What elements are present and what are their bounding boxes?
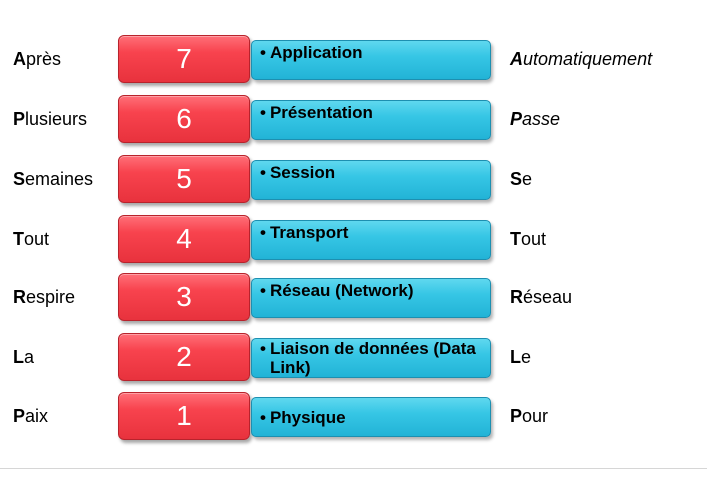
bottom-divider	[0, 468, 707, 469]
layer-name-box: • Présentation	[251, 100, 491, 140]
layer-number-box: 6	[118, 95, 250, 143]
layer-name: Présentation	[269, 103, 373, 122]
layer-name: Application	[269, 43, 363, 62]
layer-number-box: 1	[118, 392, 250, 440]
layer-name: Physique	[269, 407, 346, 427]
bullet: •	[260, 223, 266, 242]
layer-name-box: • Réseau (Network)	[251, 278, 491, 318]
layer-number-box: 7	[118, 35, 250, 83]
layer-name-box: • Physique	[251, 397, 491, 437]
layer-name: Réseau (Network)	[269, 281, 414, 300]
bullet: •	[260, 339, 266, 358]
layer-number-box: 4	[118, 215, 250, 263]
bullet: •	[260, 163, 266, 182]
bullet: •	[260, 407, 266, 427]
bullet: •	[260, 281, 266, 300]
layer-name-box: • Transport	[251, 220, 491, 260]
layer-number-box: 5	[118, 155, 250, 203]
layer-number-box: 2	[118, 333, 250, 381]
bullet: •	[260, 103, 266, 122]
layer-name-box: • Liaison de données (Data Link)	[251, 338, 491, 378]
layer-name: Session	[269, 163, 336, 182]
layer-name-box: • Session	[251, 160, 491, 200]
layer-name: Liaison de données (Data Link)	[269, 339, 476, 377]
layer-name: Transport	[269, 223, 349, 242]
layer-name-box: • Application	[251, 40, 491, 80]
layer-number-box: 3	[118, 273, 250, 321]
bullet: •	[260, 43, 266, 62]
